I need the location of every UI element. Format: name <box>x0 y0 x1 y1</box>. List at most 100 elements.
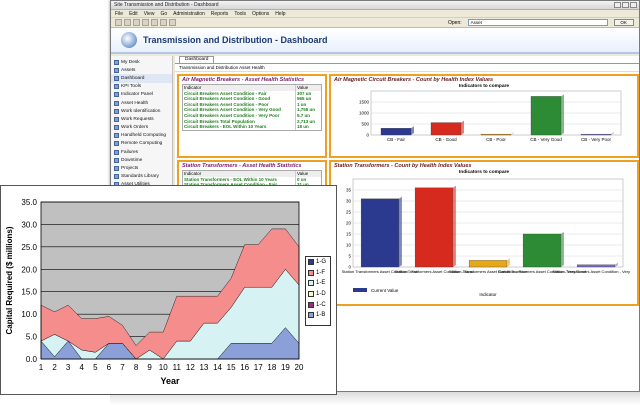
y-tick-label: 25.0 <box>21 243 37 252</box>
x-tick-label: 13 <box>199 363 208 372</box>
x-tick-label: 3 <box>66 363 71 372</box>
sidebar-item[interactable]: Failures <box>111 148 172 156</box>
x-tick-label: 2 <box>52 363 57 372</box>
window-shadow <box>110 392 640 405</box>
capital-area-chart: 0.05.010.015.020.025.030.035.01 2 3 4 5 6 7 8 9 1… <box>5 198 304 386</box>
legend-label: Current Value <box>371 288 399 293</box>
print-icon[interactable] <box>142 19 149 26</box>
table-row[interactable]: Circuit Breakers Total Population 2,713 u… <box>183 118 321 125</box>
maximize-icon[interactable] <box>622 2 629 8</box>
menu-file[interactable]: File <box>115 10 124 17</box>
x-tick-label: 19 <box>281 363 290 372</box>
chart-legend: 1-G 1-F 1-E 1-D 1-C 1-B <box>305 256 331 326</box>
legend-item: 1-B <box>306 310 330 321</box>
sidebar-item[interactable]: Remote Computing <box>111 140 172 148</box>
sidebar-item[interactable]: Standards Library <box>111 173 172 181</box>
toolbar: Open: Asset OK <box>111 18 639 28</box>
sidebar-item[interactable]: Work Orders <box>111 124 172 132</box>
menu-administration[interactable]: Administration <box>173 10 205 17</box>
back-icon[interactable] <box>115 19 122 26</box>
page-title: Transmission and Distribution - Dashboar… <box>143 35 328 45</box>
sidebar-item[interactable]: Projects <box>111 164 172 172</box>
x-tick-label: 9 <box>147 363 152 372</box>
bar-side <box>561 94 564 135</box>
nav-icon <box>114 116 119 122</box>
tab-dashboard[interactable]: Dashboard <box>179 56 215 63</box>
legend-swatch <box>308 280 314 287</box>
x-tick-label: Station Transformers Asset Condition - V… <box>552 269 631 274</box>
table-row[interactable]: Circuit Breakers Asset Condition - Poor 1… <box>183 101 321 108</box>
close-icon[interactable] <box>630 2 637 8</box>
x-tick-label: 8 <box>134 363 139 372</box>
bar-side <box>506 258 510 267</box>
x-tick-label: Station Transformers Asset Condition - F… <box>342 269 419 274</box>
home-icon[interactable] <box>133 19 140 26</box>
menu-bar: File Edit View Go Administration Reports… <box>111 10 639 18</box>
column-header: Indicator <box>184 171 202 176</box>
bar <box>522 233 562 268</box>
forward-icon[interactable] <box>124 19 131 26</box>
sidebar-item[interactable]: Work Identification <box>111 107 172 115</box>
bar-side <box>611 132 614 135</box>
open-select[interactable]: Asset <box>467 19 608 26</box>
indicator-name: Circuit Breakers Asset Condition - Good <box>184 96 271 102</box>
bar <box>530 96 562 136</box>
x-tick-label: 20 <box>295 363 304 372</box>
menu-edit[interactable]: Edit <box>129 10 138 17</box>
x-tick-label: 5 <box>93 363 98 372</box>
indicator-name: Circuit Breakers Asset Condition - Poor <box>184 101 269 107</box>
menu-go[interactable]: Go <box>160 10 168 17</box>
table-row[interactable]: Station Transformers - EOL Within 10 Yea… <box>183 176 321 183</box>
bar <box>468 260 508 268</box>
y-tick-label: 10.0 <box>21 310 37 319</box>
refresh-icon[interactable] <box>151 19 158 26</box>
indicator-name: Circuit Breakers Asset Condition - Fair <box>184 90 267 96</box>
column-header: Value <box>295 171 321 177</box>
table-row[interactable]: Circuit Breakers - EOL Within 10 Years 18… <box>183 124 321 130</box>
bar-side <box>411 126 414 135</box>
menu-options[interactable]: Options <box>252 10 270 17</box>
x-tick-label: 12 <box>186 363 195 372</box>
menu-view[interactable]: View <box>143 10 155 17</box>
table-row[interactable]: Station Transformers Asset Condition - F… <box>183 182 321 188</box>
x-tick-label: 14 <box>213 363 222 372</box>
sidebar-item-label: Failures <box>121 149 139 155</box>
y-tick-label: 15.0 <box>21 288 37 297</box>
sidebar-item[interactable]: Assets <box>111 66 172 74</box>
legend-label: 1-D <box>316 291 326 298</box>
table-row[interactable]: Circuit Breakers Asset Condition - Fair 3… <box>183 90 321 97</box>
sidebar-item[interactable]: Dashboard <box>111 74 172 83</box>
sidebar-item[interactable]: Work Requests <box>111 115 172 123</box>
table-row[interactable]: Circuit Breakers Asset Condition - Good 5… <box>183 96 321 102</box>
bar-side <box>614 262 618 267</box>
table-row[interactable]: Circuit Breakers Asset Condition - Very … <box>183 107 321 113</box>
search-icon[interactable] <box>160 19 167 26</box>
sidebar-item-label: Handheld Computing <box>121 133 167 139</box>
window-titlebar[interactable]: Site Transmission and Distribution - Das… <box>111 1 639 10</box>
legend-label: 1-E <box>316 280 326 287</box>
sidebar-item[interactable]: Asset Health <box>111 99 172 107</box>
legend-item: 1-C <box>306 299 330 310</box>
sidebar-item[interactable]: Handheld Computing <box>111 132 172 140</box>
indicator-name: Circuit Breakers Total Population <box>184 118 255 124</box>
menu-help[interactable]: Help <box>275 10 286 17</box>
nav-icon <box>114 125 119 131</box>
sidebar-item[interactable]: Indicator Panel <box>111 91 172 99</box>
page-header: Transmission and Distribution - Dashboar… <box>111 28 639 54</box>
ok-button[interactable]: OK <box>613 19 634 26</box>
stats-table: Indicator Value Circuit Breakers Asset Con… <box>182 84 322 131</box>
sidebar-item-label: Work Orders <box>121 125 149 131</box>
table-row[interactable]: Circuit Breakers Asset Condition - Very … <box>183 112 321 119</box>
minimize-icon[interactable] <box>614 2 621 8</box>
sidebar-item[interactable]: KPI Tools <box>111 83 172 91</box>
sidebar-item-label: Assets <box>121 67 136 73</box>
sidebar-item[interactable]: My Desk <box>111 58 172 66</box>
plot-frame <box>40 201 300 360</box>
menu-tools[interactable]: Tools <box>234 10 246 17</box>
y-tick-label: 35 <box>346 188 352 193</box>
help-icon[interactable] <box>169 19 176 26</box>
sidebar-item[interactable]: Downtime <box>111 156 172 164</box>
sidebar-item-label: Indicator Panel <box>121 92 153 98</box>
menu-reports[interactable]: Reports <box>210 10 229 17</box>
bar <box>580 133 612 136</box>
